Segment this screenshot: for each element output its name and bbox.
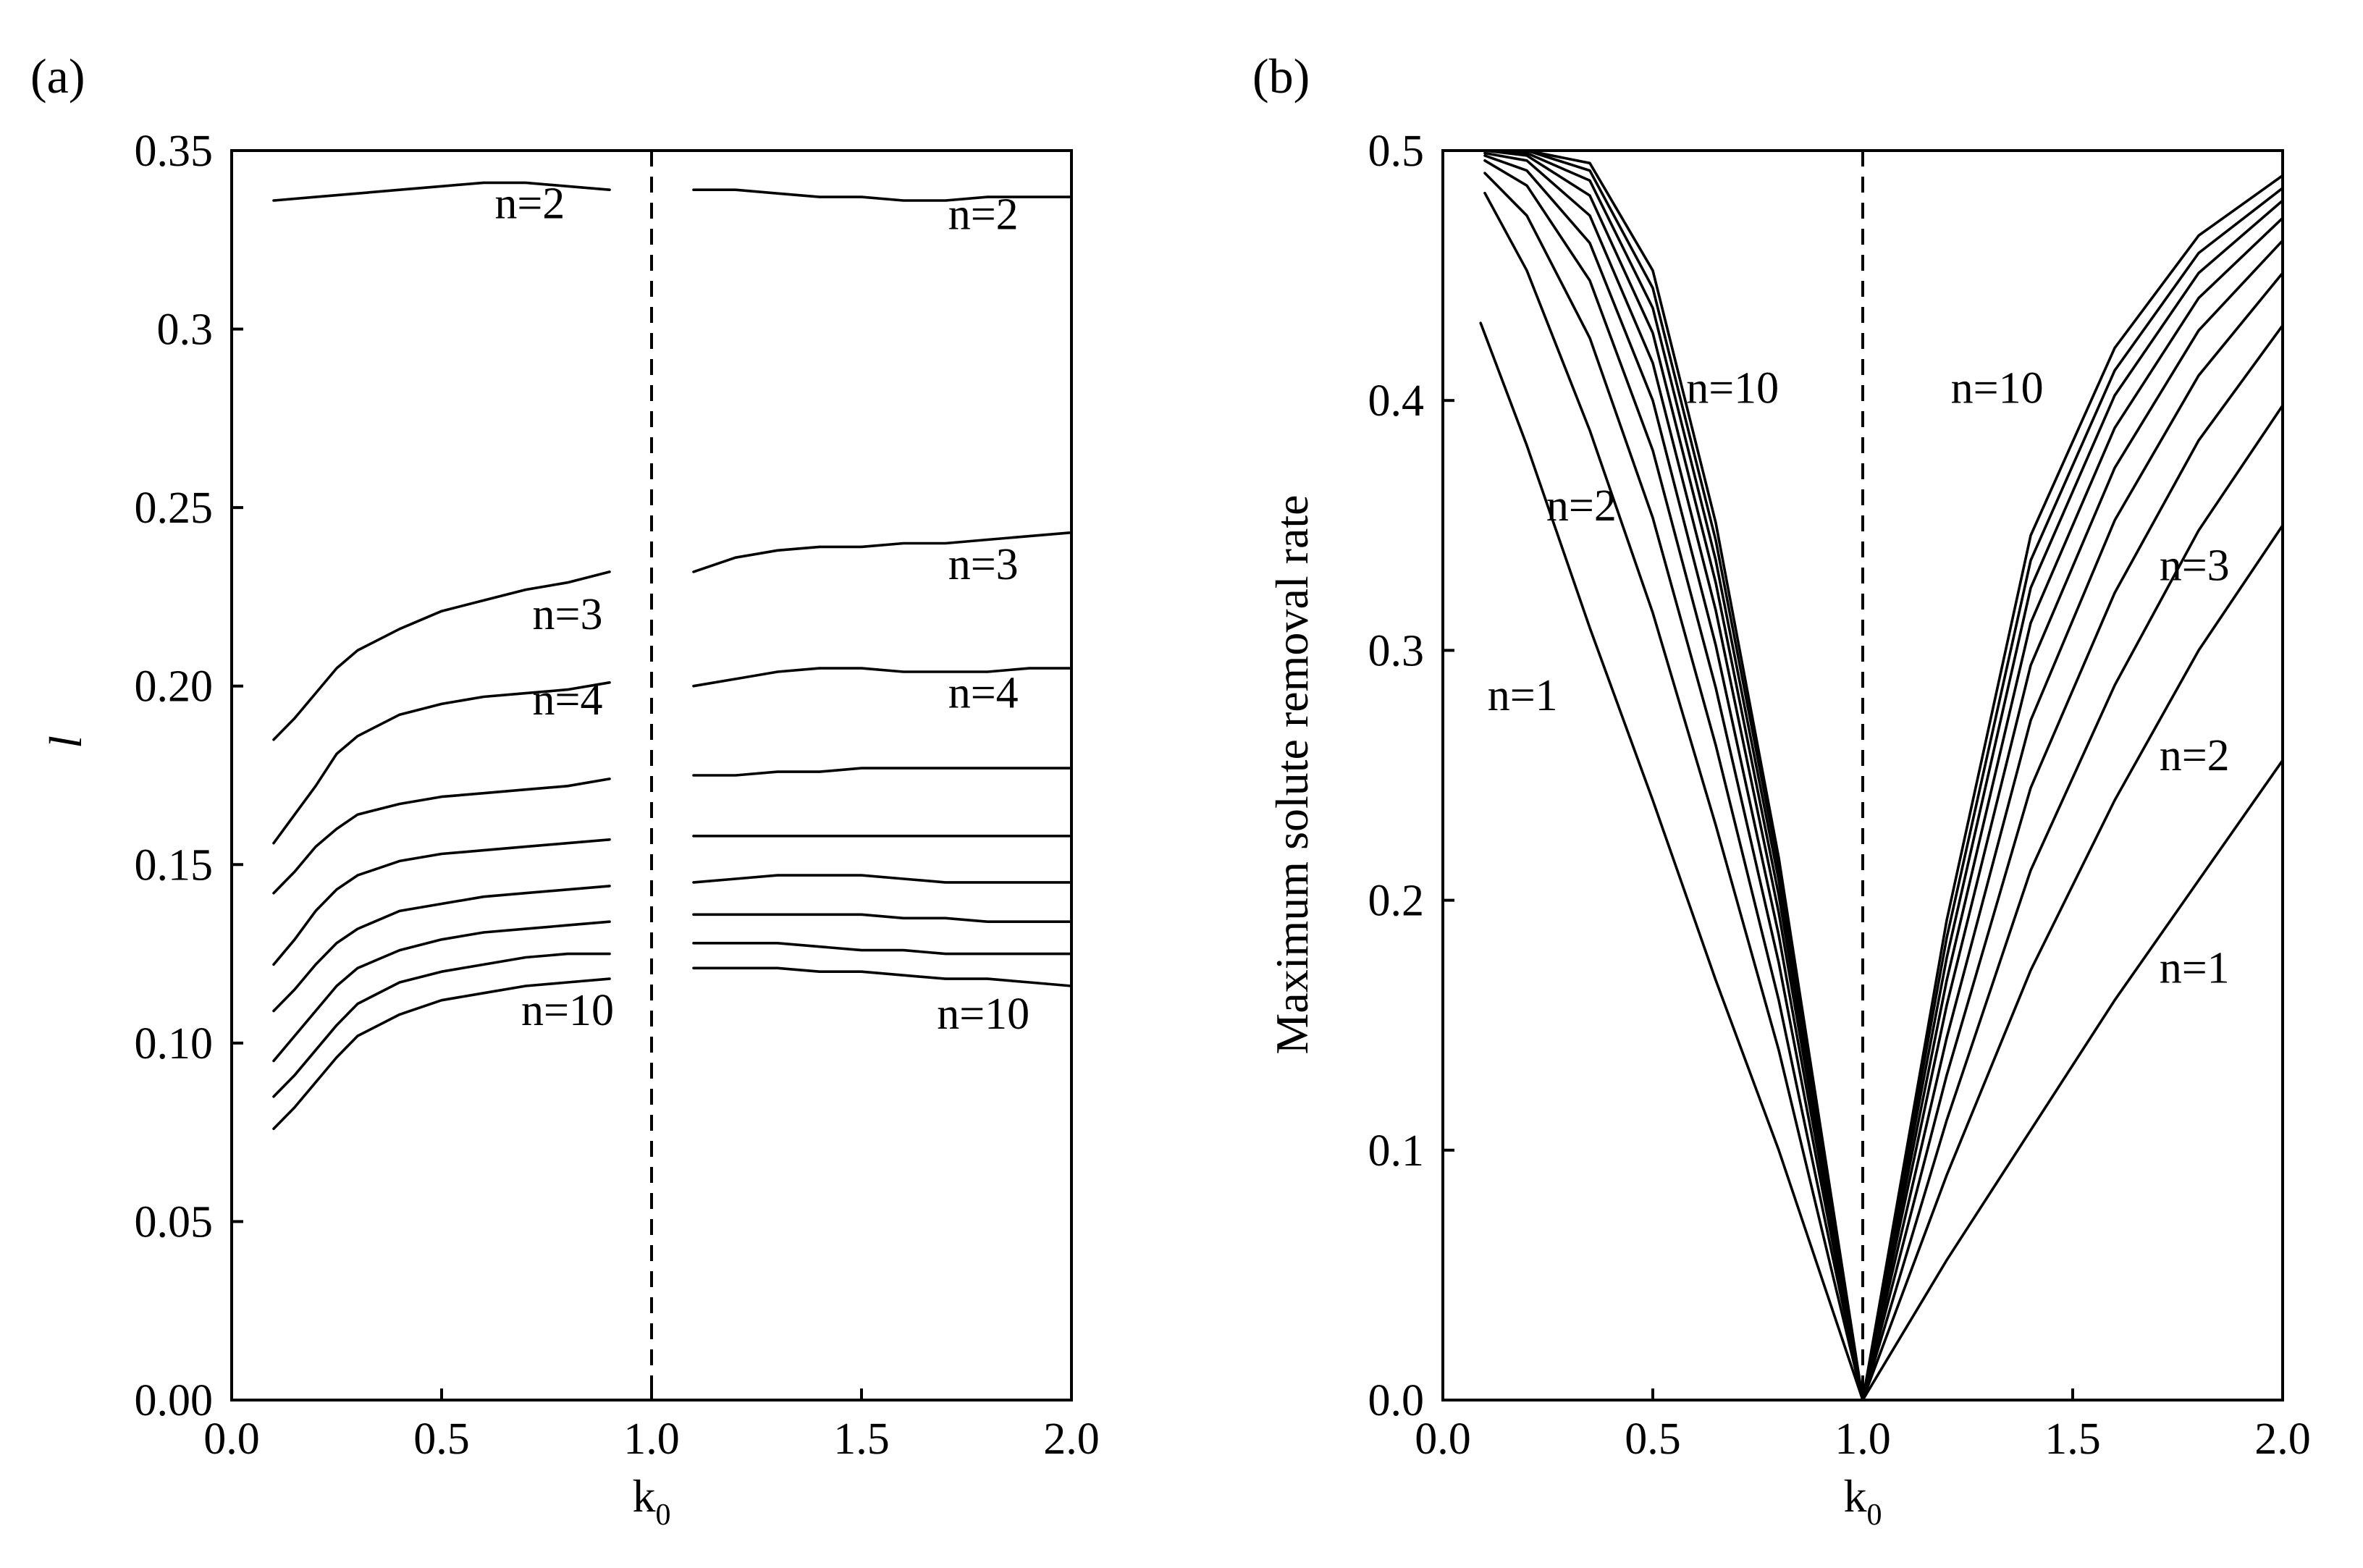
panel-b-curve-n-5: [1483, 154, 2284, 1401]
panel-b-curve-label-n-1: n=1: [2160, 944, 2230, 993]
panel-b-curve-n-6: [1483, 151, 2284, 1401]
panel-a-curve-n-3-k0-1: [692, 531, 1073, 573]
panel-b-y-tick-label: 0.1: [1368, 1126, 1425, 1176]
panel-b: (b) 0.0 0.5 1.0 1.5 2.0 0.0 0.1 0.2 0.3 0.4 0.5 n=…: [1252, 49, 2311, 1532]
panel-a-curve-n-4-k0-1: [272, 681, 611, 845]
panel-a-y-tick-label: 0.05: [135, 1197, 214, 1247]
panel-a-y-tick-label: 0.20: [135, 662, 214, 712]
panel-b-curve-n-2: [1483, 191, 2284, 1401]
panel-a-curve-label-n-10: n=10: [937, 990, 1029, 1039]
panel-a-curve-label-n-3: n=3: [533, 590, 603, 639]
panel-a-y-tick-label: 0.10: [135, 1019, 214, 1068]
panel-b-curve-label-n-2: n=2: [1546, 481, 1617, 531]
panel-a-y-tick-label: 0.25: [135, 484, 214, 533]
panel-b-curve-n-10: [1483, 149, 2284, 1401]
panel-a-curve-label-n-3: n=3: [948, 540, 1019, 589]
panel-a-y-tick-label: 0.15: [135, 840, 214, 890]
panel-a-curve-n-9-k0-1: [692, 942, 1073, 956]
panel-a-curve-n-9-k0-1: [272, 952, 611, 1098]
panel-a-ticks: 0.0 0.5 1.0 1.5 2.0 0.00 0.05 0.10 0.15 0.20 0.25 0…: [135, 127, 1100, 1464]
panel-a-x-axis-title-subscript: 0: [656, 1499, 671, 1532]
panel-b-curve-label-n-10: n=10: [1686, 364, 1779, 413]
panel-b-curve-labels: n=10 n=10 n=2 n=1 n=3 n=2 n=1: [1488, 364, 2230, 993]
panel-a-curves: [272, 151, 1073, 1400]
panel-a-x-tick-label: 0.5: [413, 1415, 470, 1464]
panel-b-curve-n-4: [1483, 159, 2284, 1401]
panel-a: (a) 0.0 0.5 1.0 1.5 2.00.000.050.100.150.200…: [30, 49, 1100, 1532]
panel-a-label: (a): [30, 49, 85, 104]
panel-a-curve-n-5-k0-1: [272, 777, 611, 895]
panel-a-curve-n-7-k0-1: [272, 885, 611, 1013]
panel-a-curve-n-4-k0-1: [692, 667, 1073, 688]
panel-b-y-tick-label: 0.4: [1368, 376, 1425, 426]
panel-a-curve-n-6-k0-1: [272, 838, 611, 966]
panel-a-curve-n-8-k0-1: [272, 920, 611, 1063]
panel-b-y-tick-label: 0.3: [1368, 626, 1425, 675]
panel-a-curve-label-n-2: n=2: [948, 190, 1019, 239]
panel-a-curve-n-10-k0-1: [272, 977, 611, 1130]
panel-a-x-tick-label: 1.0: [623, 1415, 680, 1464]
panel-a-y-axis-title: l: [40, 735, 91, 749]
panel-a-y-tick-label: 0.00: [135, 1376, 214, 1425]
panel-b-x-tick-label: 0.5: [1625, 1415, 1681, 1464]
panel-a-curve-label-n-4: n=4: [533, 675, 603, 725]
panel-a-x-tick-label: 2.0: [1043, 1415, 1100, 1464]
panel-a-curve-label-n-10: n=10: [521, 986, 614, 1035]
panel-b-label: (b): [1252, 49, 1310, 104]
panel-b-y-tick-label: 0.5: [1368, 127, 1425, 176]
panel-b-curves: [1479, 149, 2284, 1401]
panel-b-curve-n-1: [1479, 321, 2284, 1401]
panel-a-curve-n-10-k0-1: [692, 966, 1073, 987]
panel-a-y-tick-label: 0.3: [157, 305, 214, 355]
panel-a-x-axis-title-base: k: [633, 1470, 656, 1522]
panel-a-curve-n-8-k0-1: [692, 913, 1073, 923]
panel-b-curve-label-n-10: n=10: [1951, 364, 2044, 413]
panel-a-curve-labels: n=2 n=2 n=3 n=3 n=4 n=4 n=10 n=10: [494, 180, 1029, 1039]
panel-a-curve-n-2-k0-1: [692, 188, 1073, 202]
panel-b-x-axis-title-subscript: 0: [1867, 1499, 1882, 1532]
panel-a-curve-n-2-k0-1: [272, 181, 611, 202]
panel-b-y-tick-label: 0.0: [1368, 1376, 1425, 1425]
panel-a-curve-label-n-4: n=4: [948, 668, 1019, 717]
panel-b-y-axis-title: Maximum solute removal rate: [1266, 494, 1318, 1054]
panel-b-y-tick-label: 0.2: [1368, 877, 1425, 926]
panel-a-x-tick-label: 1.5: [833, 1415, 890, 1464]
panel-b-x-tick-label: 2.0: [2254, 1415, 2311, 1464]
panel-b-ticks: 0.0 0.5 1.0 1.5 2.0 0.0 0.1 0.2 0.3 0.4 0.5: [1368, 127, 2311, 1464]
panel-b-curve-label-n-3: n=3: [2160, 541, 2230, 591]
panel-a-curve-n-3-k0-1: [272, 570, 611, 741]
panel-b-x-tick-label: 1.0: [1835, 1415, 1891, 1464]
panel-b-curve-label-n-2: n=2: [2160, 731, 2230, 780]
panel-b-x-tick-label: 0.0: [1415, 1415, 1471, 1464]
panel-a-curve-n-5-k0-1: [692, 767, 1073, 777]
panel-b-curve-n-3: [1483, 172, 2284, 1401]
panel-a-curve-n-7-k0-1: [692, 874, 1073, 884]
panel-b-x-axis-title: k0: [1844, 1470, 1882, 1532]
panel-a-y-tick-label: 0.35: [135, 127, 214, 176]
panel-b-x-tick-label: 1.5: [2044, 1415, 2101, 1464]
panel-b-x-axis-title-base: k: [1844, 1470, 1867, 1522]
panel-a-curve-label-n-2: n=2: [494, 180, 565, 229]
panel-a-x-tick-label: 0.0: [203, 1415, 260, 1464]
panel-b-curve-label-n-1: n=1: [1488, 671, 1558, 720]
panel-a-x-axis-title: k0: [633, 1470, 671, 1532]
